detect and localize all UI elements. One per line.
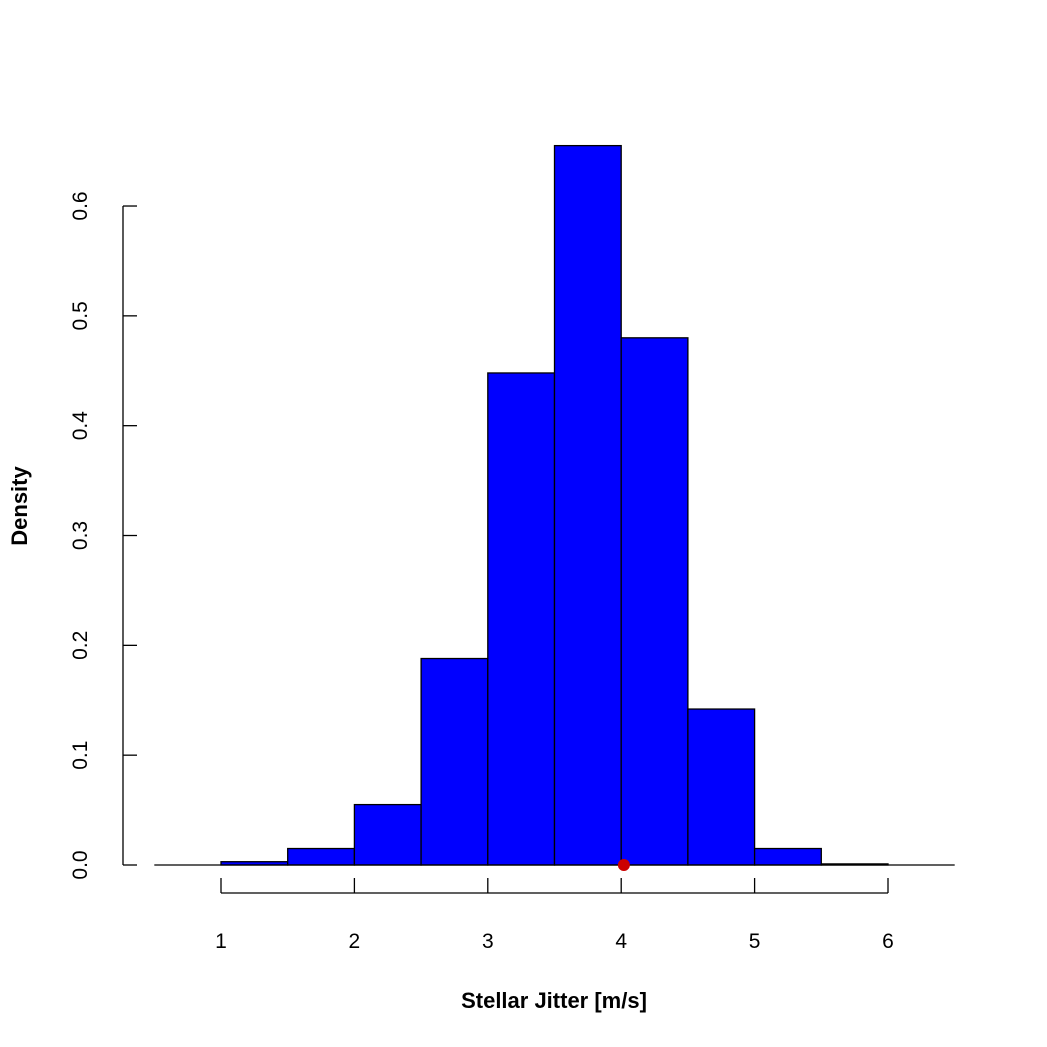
histogram-bar-3 [353, 803, 422, 866]
y-tick-label: 0.0 [69, 850, 92, 879]
y-tick-label: 0.5 [69, 301, 92, 330]
x-tick-label: 4 [615, 930, 627, 953]
x-tick-label: 5 [749, 930, 761, 953]
y-tick-label: 0.4 [69, 411, 92, 441]
x-axis-title: Stellar Jitter [m/s] [461, 988, 647, 1013]
y-tick-label: 0.2 [69, 631, 92, 660]
x-axis: 1 2 3 4 5 6 [215, 878, 894, 953]
histogram-bar-9 [753, 847, 822, 866]
observed-value-marker [617, 859, 630, 871]
x-tick-label: 3 [482, 930, 494, 953]
y-axis: 0.0 0.1 0.2 0.3 0.4 0.5 0.6 [69, 191, 137, 880]
histogram-bars [220, 144, 889, 866]
histogram-bar-6 [553, 144, 622, 866]
y-tick-label: 0.6 [69, 191, 92, 220]
histogram-bar-8 [687, 708, 756, 866]
y-axis-title: Density [7, 466, 32, 546]
y-tick-label: 0.3 [69, 521, 92, 550]
y-tick-label: 0.1 [69, 741, 92, 770]
histogram-bar-2 [287, 847, 356, 866]
x-tick-label: 2 [349, 930, 361, 953]
x-tick-label: 6 [882, 930, 894, 953]
histogram-bar-4 [420, 657, 489, 866]
histogram-bar-5 [487, 372, 556, 866]
x-tick-label: 1 [215, 930, 227, 953]
histogram-bar-7 [620, 337, 689, 866]
